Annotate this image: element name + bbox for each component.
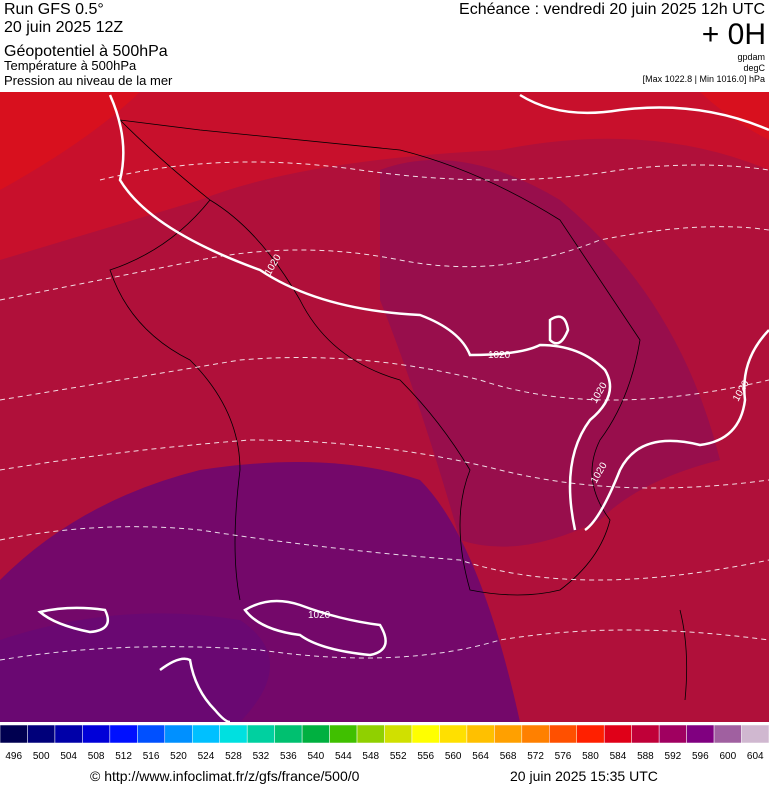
colorbar-label: 592 [665, 751, 682, 762]
colorbar-label: 528 [225, 751, 242, 762]
isobar-label: 1020 [308, 610, 331, 621]
echeance: Echéance : vendredi 20 juin 2025 12h UTC [459, 1, 765, 18]
colorbar-cell [246, 724, 275, 744]
colorbar-label: 560 [445, 751, 462, 762]
colorbar-cell [82, 724, 111, 744]
colorbar-label: 600 [719, 751, 736, 762]
colorbar-cell [549, 724, 577, 744]
subtitle: Pression au niveau de la mer [4, 73, 173, 88]
pressure-range: [Max 1022.8 | Min 1016.0] hPa [643, 74, 765, 84]
colorbar-cell [384, 724, 413, 744]
colorbar-label: 504 [60, 751, 77, 762]
colorbar-cell [713, 724, 742, 744]
colorbar-cell [301, 724, 330, 744]
colorbar-cell [192, 724, 220, 744]
colorbar-label: 500 [33, 751, 50, 762]
colorbar-label: 516 [143, 751, 160, 762]
colorbar-cell [603, 724, 632, 744]
run: Run GFS 0.5° [4, 1, 104, 18]
colorbar-label: 524 [198, 751, 215, 762]
colorbar-cell [329, 724, 358, 744]
offset: + 0H [702, 18, 766, 51]
colorbar-cell [219, 724, 248, 744]
map-title: Géopotentiel à 500hPa [4, 43, 168, 60]
colorbar-cell [686, 724, 715, 744]
colorbar-cell [658, 724, 687, 744]
colorbar-cell [631, 724, 660, 744]
run-date: 20 juin 2025 12Z [4, 19, 123, 36]
colorbar-cell [466, 724, 495, 744]
colorbar-cell [741, 724, 769, 744]
colorbar-cell [439, 724, 468, 744]
colorbar-label: 596 [692, 751, 709, 762]
colorbar-cell [109, 724, 138, 744]
colorbar-cell [521, 724, 550, 744]
map: 1020 1020 1020 1020 1020 1020 [0, 92, 769, 724]
colorbar-cell [0, 724, 28, 744]
colorbar-cell [576, 724, 605, 744]
colorbar-cell [494, 724, 523, 744]
colorbar-label: 520 [170, 751, 187, 762]
colorbar-cell [54, 724, 83, 744]
colorbar-label: 568 [500, 751, 517, 762]
timestamp: 20 juin 2025 15:35 UTC [510, 768, 658, 784]
colorbar-label: 584 [610, 751, 627, 762]
colorbar: 496 500 504 508 512 516 520 524 528 532 536 540 544 5… [0, 724, 769, 762]
colorbar-label: 548 [362, 751, 379, 762]
colorbar-label: 552 [390, 751, 407, 762]
colorbar-label: 572 [527, 751, 544, 762]
colorbar-label: 512 [115, 751, 132, 762]
colorbar-label: 588 [637, 751, 654, 762]
colorbar-label: 580 [582, 751, 599, 762]
colorbar-label: 576 [555, 751, 572, 762]
colorbar-cell [137, 724, 166, 744]
colorbar-cell [411, 724, 440, 744]
colorbar-label: 496 [5, 751, 22, 762]
colorbar-label: 604 [747, 751, 764, 762]
subtitle: Température à 500hPa [4, 58, 137, 73]
isobar-label: 1020 [488, 350, 511, 361]
colorbar-label: 540 [307, 751, 324, 762]
colorbar-label: 556 [417, 751, 434, 762]
colorbar-label: 564 [472, 751, 489, 762]
colorbar-label: 532 [253, 751, 270, 762]
colorbar-cell [27, 724, 56, 744]
unit: gpdam [737, 52, 765, 62]
unit: degC [743, 63, 765, 73]
colorbar-label: 508 [88, 751, 105, 762]
colorbar-cell [274, 724, 303, 744]
colorbar-cell [356, 724, 385, 744]
source-url: © http://www.infoclimat.fr/z/gfs/france/… [90, 768, 360, 784]
colorbar-label: 544 [335, 751, 352, 762]
colorbar-cell [164, 724, 193, 744]
colorbar-label: 536 [280, 751, 297, 762]
